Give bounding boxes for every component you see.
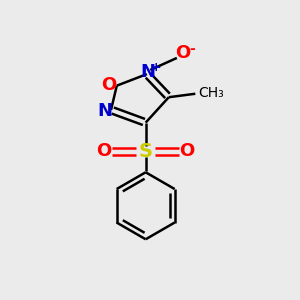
Text: O: O (97, 142, 112, 160)
Text: +: + (150, 61, 161, 74)
Text: S: S (139, 142, 153, 161)
Text: O: O (101, 76, 116, 94)
Text: N: N (140, 63, 155, 81)
Text: O: O (180, 142, 195, 160)
Text: CH₃: CH₃ (198, 86, 224, 100)
Text: O: O (175, 44, 190, 62)
Text: -: - (189, 42, 195, 56)
Text: N: N (97, 102, 112, 120)
